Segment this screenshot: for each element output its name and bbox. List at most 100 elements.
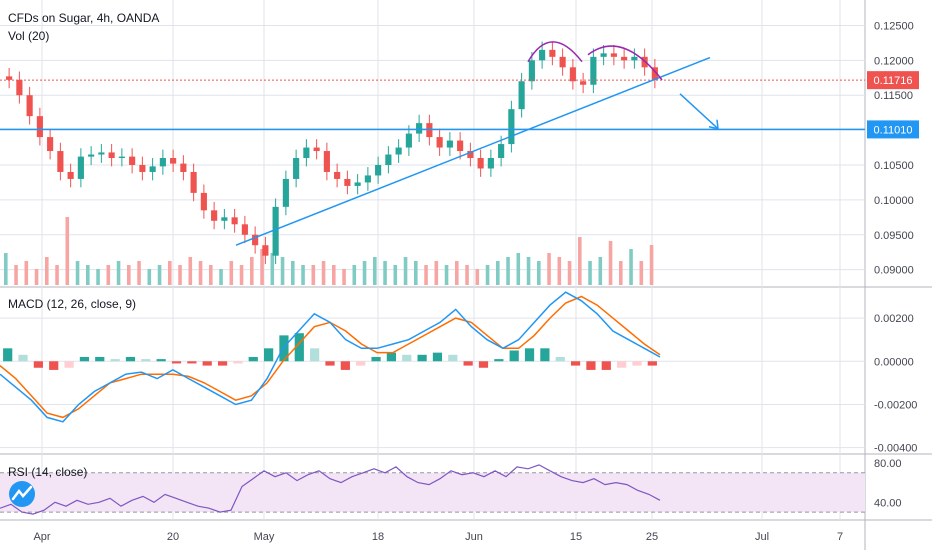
macd-histogram-bar [18, 354, 28, 362]
candle[interactable] [282, 170, 289, 216]
macd-histogram-bar [432, 352, 443, 362]
candle[interactable] [528, 51, 535, 90]
candle[interactable] [313, 139, 320, 160]
candle[interactable] [364, 167, 371, 191]
candle-body [395, 147, 402, 155]
volume-bar [485, 265, 490, 285]
candle[interactable] [98, 144, 105, 163]
candle[interactable] [159, 149, 166, 175]
macd-histogram-bar [601, 361, 611, 370]
macd-line[interactable] [0, 291, 661, 423]
price-tick-label: 0.10000 [874, 195, 914, 207]
candle[interactable] [67, 163, 74, 188]
candle[interactable] [129, 148, 136, 174]
volume-bar [311, 265, 316, 285]
candle[interactable] [569, 58, 576, 90]
candle[interactable] [334, 163, 341, 188]
candle[interactable] [375, 156, 382, 184]
candle[interactable] [77, 148, 84, 188]
x-tick-label: Jun [465, 531, 483, 543]
candle-body [159, 158, 166, 167]
candle[interactable] [88, 146, 95, 165]
candle[interactable] [293, 149, 300, 188]
candle[interactable] [180, 155, 187, 181]
candle-body [293, 158, 300, 179]
candle[interactable] [580, 72, 587, 94]
candle[interactable] [149, 158, 156, 181]
candle[interactable] [272, 198, 279, 265]
candle-body [467, 151, 474, 159]
candle[interactable] [16, 71, 23, 104]
candle[interactable] [200, 184, 207, 219]
candle[interactable] [416, 114, 423, 142]
arc-left-top[interactable] [527, 41, 583, 63]
macd-pane[interactable] [0, 291, 661, 423]
candle[interactable] [26, 86, 33, 125]
candle[interactable] [252, 226, 259, 254]
volume-bar [321, 261, 326, 285]
candle[interactable] [139, 156, 146, 181]
candle[interactable] [549, 41, 556, 66]
candle[interactable] [621, 48, 628, 69]
candle[interactable] [170, 149, 177, 172]
candle[interactable] [323, 142, 330, 181]
candle[interactable] [590, 48, 597, 94]
candle[interactable] [118, 148, 125, 167]
candle[interactable] [303, 139, 310, 167]
candle[interactable] [6, 68, 13, 89]
candle[interactable] [457, 132, 464, 160]
macd-histogram-bar [110, 359, 120, 362]
candle[interactable] [231, 208, 238, 233]
candle[interactable] [190, 163, 197, 202]
macd-histogram-bar [202, 361, 212, 366]
candle[interactable] [600, 44, 607, 66]
macd-signal-line[interactable] [0, 295, 661, 419]
drawing-annotations[interactable] [0, 41, 865, 246]
candle[interactable] [467, 142, 474, 167]
candle[interactable] [631, 48, 638, 69]
candle[interactable] [262, 236, 269, 265]
arc-right-top[interactable] [587, 45, 663, 81]
price-tick-label: 0.09000 [874, 265, 914, 277]
projection-arrow[interactable] [679, 93, 719, 130]
volume-bar [116, 261, 121, 285]
trendline[interactable] [235, 56, 711, 246]
candle[interactable] [221, 208, 228, 230]
macd-histogram-bar [586, 361, 596, 370]
rsi-line[interactable] [0, 464, 661, 515]
candle[interactable] [487, 149, 494, 177]
candle[interactable] [395, 139, 402, 163]
candle[interactable] [36, 107, 43, 146]
macd-histogram-bar [494, 359, 504, 362]
candle[interactable] [344, 170, 351, 195]
candle[interactable] [651, 58, 658, 89]
volume-bar [403, 257, 408, 285]
candle[interactable] [446, 132, 453, 156]
candle[interactable] [518, 72, 525, 118]
candle[interactable] [436, 128, 443, 156]
macd-histogram-bar [417, 354, 427, 362]
candle[interactable] [610, 44, 617, 66]
volume-bar [260, 249, 264, 285]
volume-bar [137, 261, 141, 285]
candle[interactable] [385, 146, 392, 174]
macd-histogram-bar [248, 356, 258, 362]
candle-body [539, 49, 546, 61]
candle[interactable] [477, 149, 484, 177]
rsi-pane[interactable] [0, 464, 865, 515]
candle[interactable] [405, 125, 412, 156]
candle[interactable] [559, 48, 566, 76]
candle[interactable] [57, 142, 64, 181]
candle[interactable] [108, 144, 115, 167]
candle[interactable] [508, 100, 515, 153]
candle[interactable] [47, 128, 54, 160]
support-price-tag-text: 0.11010 [874, 124, 913, 136]
volume-bar [608, 241, 613, 285]
candle[interactable] [354, 174, 361, 195]
volume-bar [4, 253, 8, 285]
volume-bar [383, 261, 387, 285]
candle[interactable] [241, 215, 248, 244]
candle[interactable] [211, 201, 218, 230]
price-candles[interactable] [6, 41, 658, 265]
